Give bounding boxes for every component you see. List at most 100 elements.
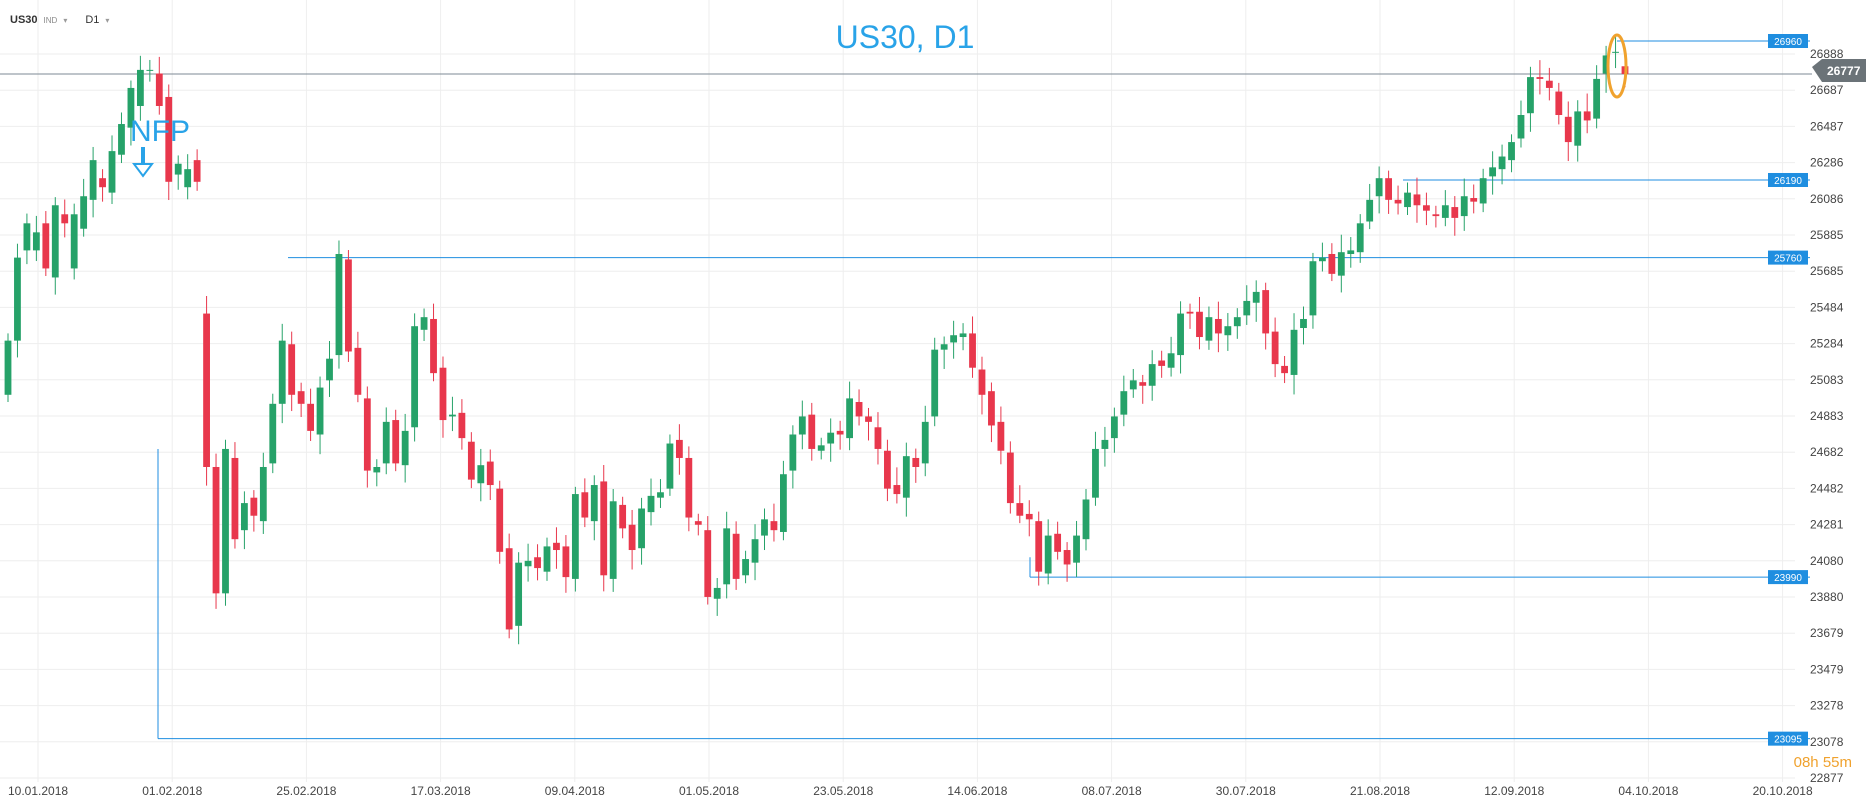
candle-body [155,73,163,106]
y-tick-label: 24682 [1810,445,1844,459]
candles [4,35,1629,645]
candle-body [316,387,324,435]
candle-body [118,124,125,155]
candle-body [713,587,721,599]
candle-body [1148,364,1156,386]
candle-body [1025,513,1033,520]
instrument-type-label: IND [43,15,58,25]
y-tick-label: 25885 [1810,228,1844,242]
candle-body [524,560,532,567]
candle-body [1063,550,1071,565]
candle-body [1092,448,1099,498]
x-tick-label: 23.05.2018 [813,784,873,798]
candle-body [1233,317,1241,327]
candle-body [836,430,844,435]
chart-toolbar: US30 IND ▾ D1 ▾ [10,10,109,30]
y-tick-label: 23880 [1810,590,1844,604]
candle-body [789,434,797,471]
y-tick-label: 26687 [1810,83,1844,97]
candle-body [657,492,664,498]
symbol-selector[interactable]: US30 IND ▾ [10,14,67,26]
candle-body [1375,178,1383,197]
candle-body [685,457,693,518]
candle-body [874,427,882,449]
candle-body [420,317,428,330]
candle-body [1451,207,1459,218]
candle-body [1110,416,1118,439]
candle-body [1612,51,1619,53]
candle-body [704,530,712,597]
candle-body [269,403,277,464]
candle-body [988,391,995,426]
candle-body [51,205,59,278]
candle-body [1120,391,1128,415]
candle-body [1441,205,1449,218]
x-tick-label: 25.02.2018 [276,784,336,798]
candle-body [1177,313,1184,356]
countdown-m-unit: m [1839,754,1853,771]
current-price-marker: 26777 [1812,59,1866,82]
level-label: 23095 [1774,735,1802,746]
candle-body [912,457,920,467]
candle-body [534,557,541,569]
y-tick-label: 23278 [1810,699,1844,713]
candle-body [902,456,910,498]
candle-body [1318,257,1326,262]
level-label: 26960 [1774,37,1802,48]
y-tick-label: 26487 [1810,119,1844,133]
candle-body [401,430,409,466]
candle-body [1545,80,1553,88]
candle-body [827,432,835,444]
candle-body [950,335,958,343]
candle-body [723,528,731,585]
x-tick-label: 01.02.2018 [142,784,202,798]
candle-body [1290,329,1298,375]
candle-body [392,420,400,464]
y-axis: 26888 26687 26487 26286 26086 25885 25685 25484… [1810,47,1844,785]
candle-body [1243,300,1251,316]
x-tick-label: 20.10.2018 [1753,784,1813,798]
candle-body [1281,365,1288,374]
x-tick-label: 14.06.2018 [947,784,1007,798]
candle-body [1564,116,1572,143]
candle-body [1489,167,1497,177]
candle-body [675,439,683,458]
candle-body [1214,318,1222,334]
candle-body [1593,78,1601,119]
candle-body [307,403,315,431]
candle-body [335,253,343,356]
candle-body [231,457,239,540]
candle-body [203,313,210,467]
candle-body [486,461,494,486]
candle-body [940,344,948,350]
timeframe-selector[interactable]: D1 ▾ [85,14,109,26]
candle-body [893,485,901,495]
candle-body [146,69,154,71]
candle-body [761,519,768,536]
x-tick-label: 30.07.2018 [1216,784,1276,798]
candle-body [865,416,872,422]
level-label-bg [1768,731,1808,746]
candle-body [1394,199,1402,204]
candle-body [1508,142,1515,161]
candle-body [259,466,267,522]
candle-body [609,501,617,579]
candle-body [1404,192,1411,208]
candle-body [354,347,362,395]
candle-body [694,521,702,525]
candle-body [1082,499,1090,540]
down-arrow-icon [132,147,154,178]
candle-body [1309,261,1317,316]
candle-body [250,497,258,516]
candle-body [1016,503,1024,516]
current-price-tag [1812,59,1866,82]
candle-body [1527,77,1534,114]
candle-body [1129,380,1137,390]
candle-body [89,160,97,200]
candle-body [1262,290,1270,334]
candle-body [1423,205,1430,211]
candle-body [288,344,296,395]
candle-body [1205,317,1213,341]
candle-body [978,369,986,395]
